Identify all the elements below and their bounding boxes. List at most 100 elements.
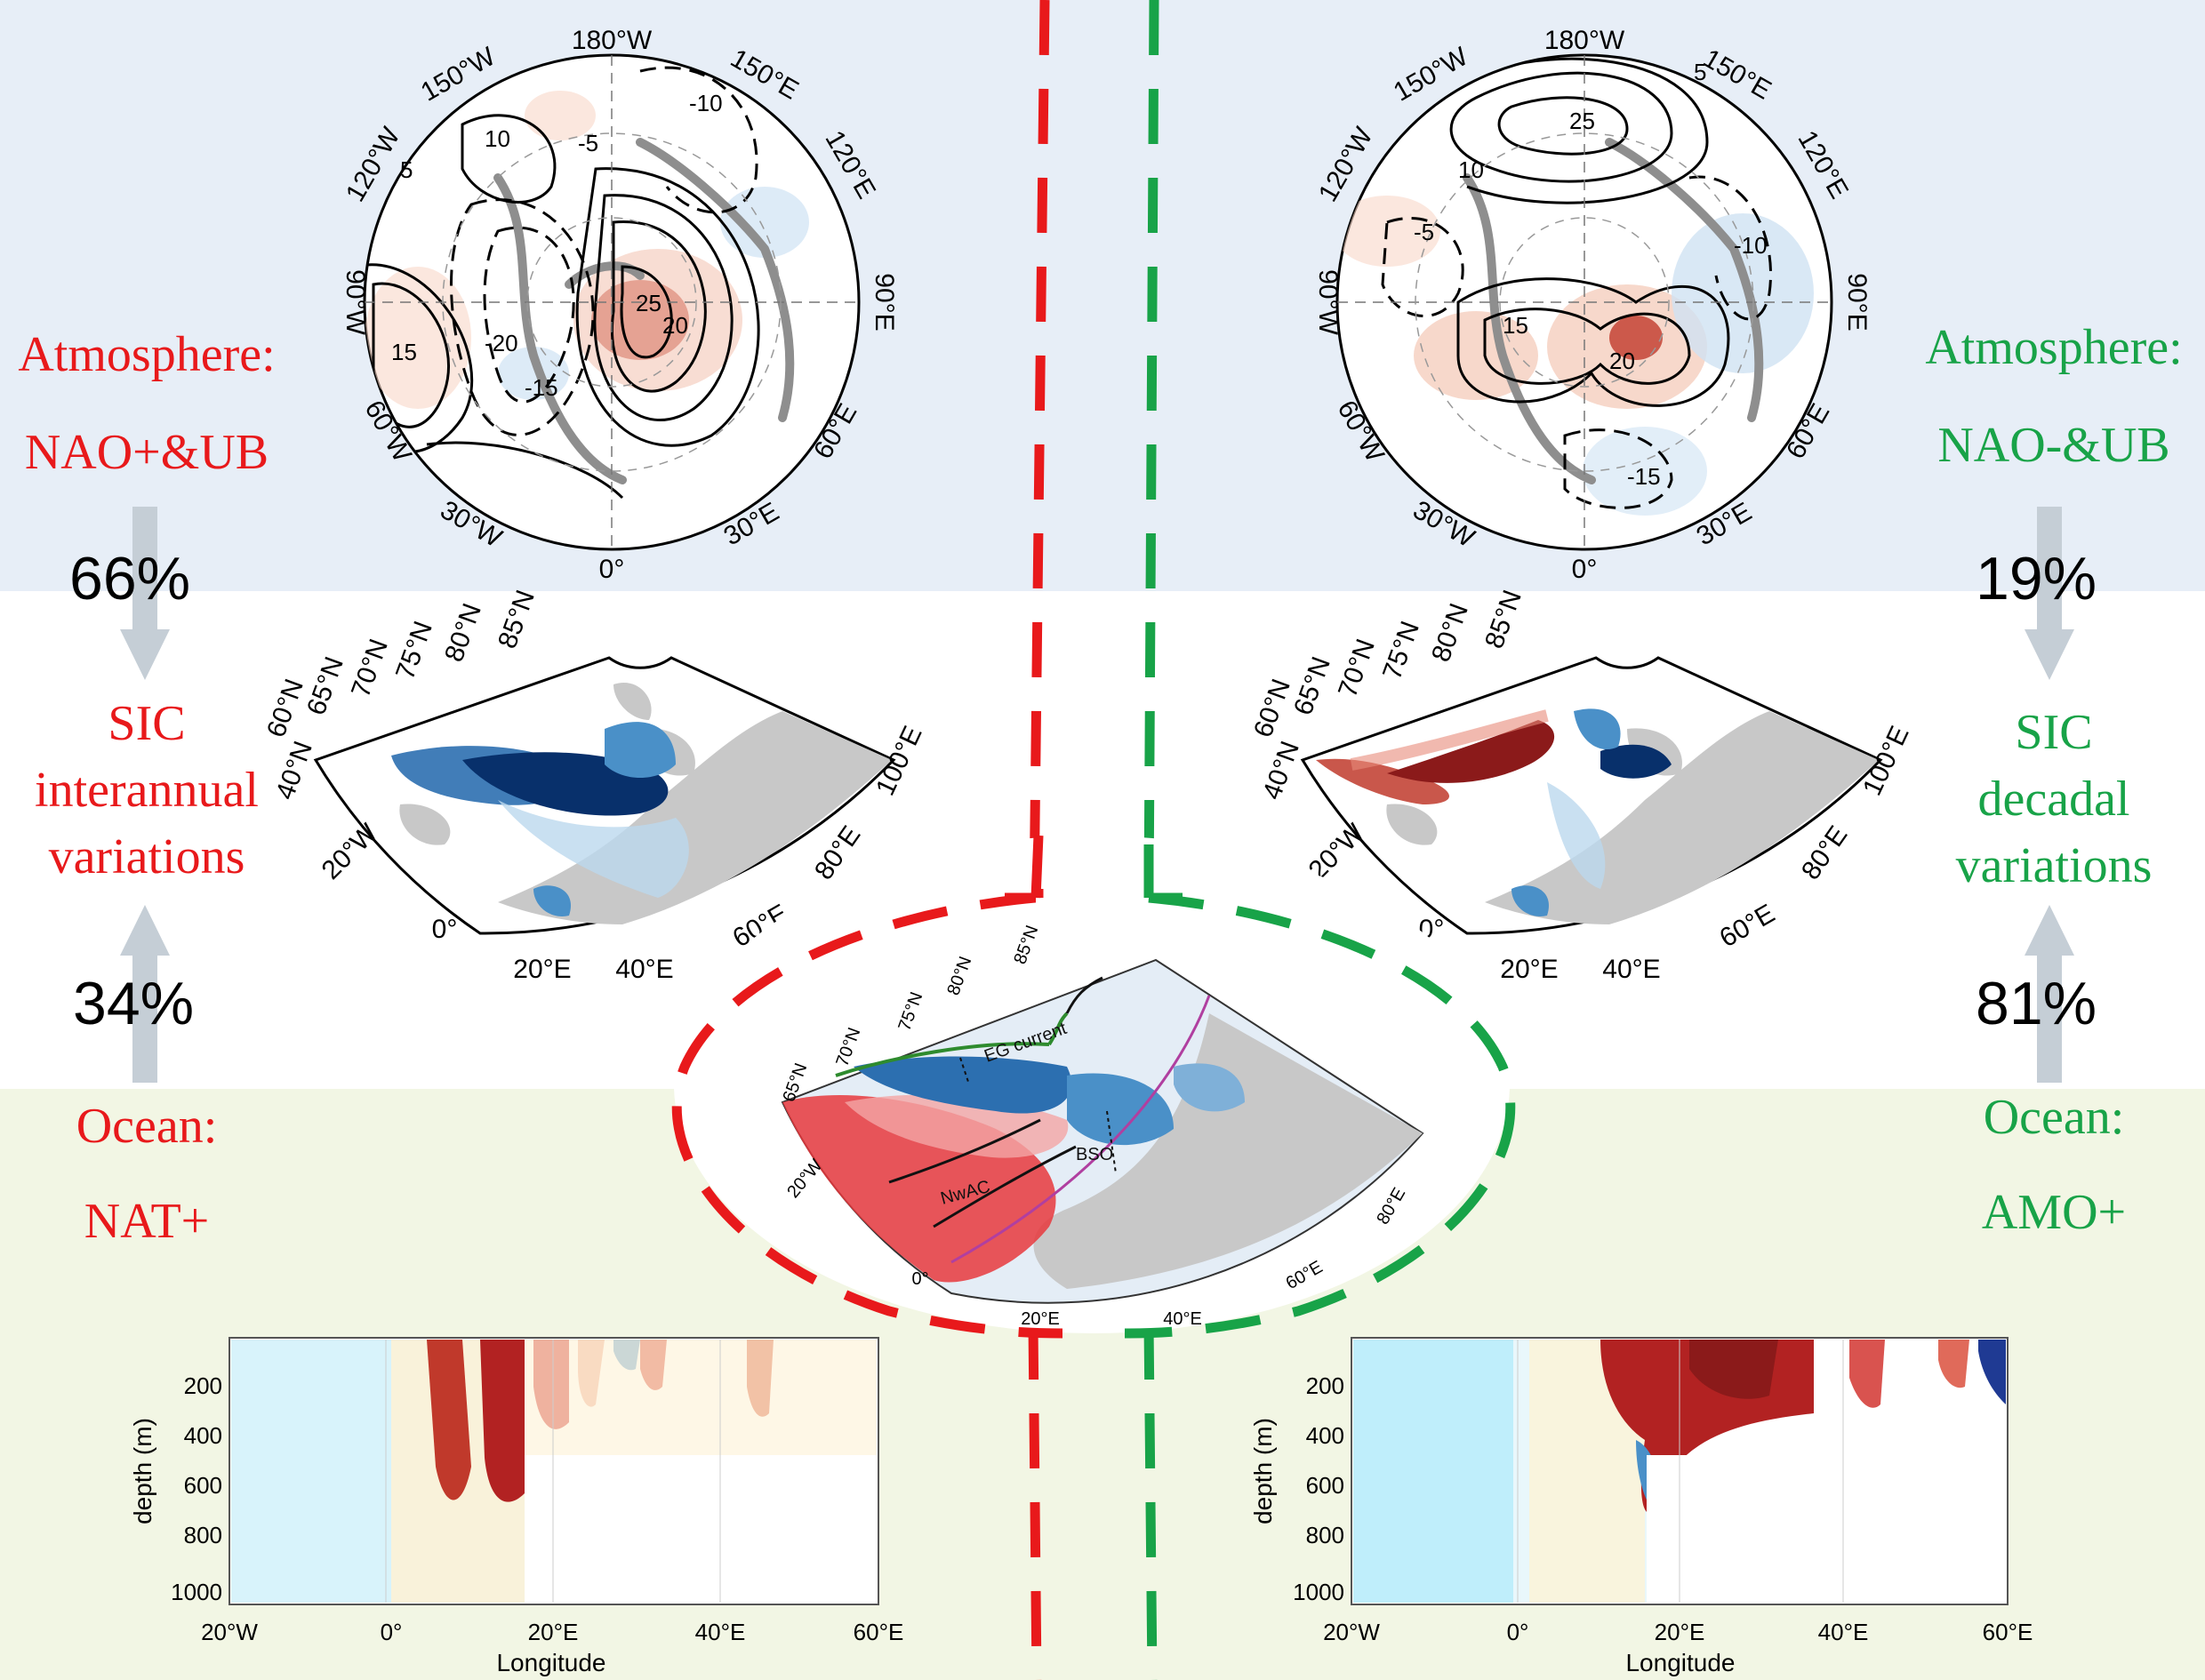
left-section-xtick: 20°E [528, 1619, 579, 1645]
right-sic-line-1: SIC [2015, 705, 2093, 760]
green-divider-lower [1143, 1324, 1158, 1680]
center-lon-label: 0° [911, 1269, 928, 1289]
polar-lon-label: 0° [599, 555, 625, 584]
left-section-ytick: 1000 [171, 1579, 222, 1605]
right-section-xtick: 40°E [1818, 1619, 1869, 1645]
left-contour-label: -15 [525, 374, 558, 401]
arrow-left-ocean-up [120, 905, 170, 1083]
sector-lat-label: 85°N [1479, 587, 1527, 652]
left-contour-label: -20 [485, 330, 518, 356]
right-ocean-mode: AMO+ [1981, 1185, 2127, 1240]
left-section-ytick: 200 [184, 1372, 222, 1399]
polar-lon-label: 0° [1572, 555, 1598, 584]
sector-lat-label: 70°N [1333, 636, 1381, 701]
right-atmosphere-mode: NAO-&UB [1937, 418, 2170, 473]
left-section-xlabel: Longitude [496, 1649, 605, 1676]
sector-lat-label: 40°N [1257, 738, 1305, 804]
arrow-right-atm-down [2025, 507, 2074, 680]
sector-lon-label: 0° [432, 915, 458, 944]
right-section-ylabel: depth (m) [1249, 1418, 1277, 1524]
right-section-ytick: 600 [1306, 1472, 1344, 1499]
left-sic-line-2: interannual [35, 763, 259, 818]
left-section-xtick: 0° [381, 1619, 403, 1645]
left-section-ytick: 600 [184, 1472, 222, 1499]
green-divider-upper [1143, 0, 1159, 899]
left-ocean-title: Ocean: [76, 1099, 218, 1154]
left-contour-label: -10 [689, 90, 723, 116]
left-contour-label: 15 [391, 339, 417, 365]
left-contour-label: -5 [578, 130, 598, 156]
left-section-xtick: 60°E [854, 1619, 904, 1645]
sector-lat-label: 70°N [346, 636, 394, 701]
polar-lon-label: 90°W [1313, 269, 1343, 335]
left-section-xtick: 20°W [201, 1619, 258, 1645]
sector-lon-label: 40°E [1602, 955, 1660, 984]
polar-lon-label: 90°W [341, 269, 370, 335]
right-contour-label: 10 [1458, 156, 1484, 183]
right-ocean-title: Ocean: [1983, 1090, 2125, 1145]
left-section-ytick: 800 [184, 1522, 222, 1548]
polar-lon-label: 180°W [1544, 26, 1625, 55]
right-section-plot: 200 400 600 800 1000 20°W 0° 20°E 40°E 6… [1249, 1337, 2033, 1676]
right-sic-line-3: variations [1955, 838, 2153, 893]
sector-lon-label: 60°E [1715, 899, 1780, 953]
right-section-ytick: 200 [1306, 1372, 1344, 1399]
right-sector-map: 40°N 60°N 65°N 70°N 75°N 80°N 85°N 20°W … [1248, 587, 1915, 984]
right-contour-label: -5 [1414, 219, 1434, 245]
right-sic-line-2: decadal [1977, 772, 2130, 827]
left-ocean-pct: 34% [73, 970, 195, 1037]
left-atmosphere-pct: 66% [69, 545, 191, 612]
right-ocean-pct: 81% [1976, 970, 2097, 1037]
left-ocean-mode: NAT+ [84, 1194, 210, 1249]
annotation-bso: BSO [1076, 1145, 1113, 1164]
right-section-xtick: 0° [1507, 1619, 1529, 1645]
sector-lat-label: 75°N [390, 618, 438, 684]
polar-lon-label: 180°W [572, 26, 653, 55]
right-section-ytick: 400 [1306, 1422, 1344, 1449]
sector-lon-label: 20°E [1500, 955, 1558, 984]
right-atmosphere-title: Atmosphere: [1925, 320, 2183, 375]
center-currents-map: EG current NwAC BSO 65°N 70°N 75°N 80°N … [671, 835, 1516, 1339]
left-sic-line-3: variations [48, 829, 245, 884]
sector-lat-label: 85°N [493, 587, 541, 652]
sector-lat-label: 80°N [439, 600, 487, 666]
sector-lat-label: 80°N [1426, 600, 1474, 666]
right-section-xtick: 20°E [1655, 1619, 1705, 1645]
center-lon-label: 40°E [1163, 1309, 1202, 1329]
right-contour-label: 25 [1569, 108, 1595, 134]
left-sic-line-1: SIC [108, 696, 186, 751]
left-atmosphere-mode: NAO+&UB [24, 425, 269, 480]
sector-lon-label: 20°E [513, 955, 571, 984]
right-contour-label: -10 [1734, 232, 1768, 259]
left-section-plot: 200 400 600 800 1000 20°W 0° 20°E 40°E 6… [129, 1337, 904, 1676]
center-lon-label: 20°E [1021, 1309, 1060, 1329]
right-contour-label: 20 [1609, 348, 1635, 374]
right-contour-label: 5 [1694, 59, 1706, 85]
arrow-left-atm-down [120, 507, 170, 680]
polar-lon-label: 90°E [870, 273, 899, 331]
sector-lon-label: 80°E [809, 820, 867, 884]
right-polar-map: 5 10 15 20 25 -5 -10 -15 180°W 150°E 120… [1313, 26, 1872, 584]
right-contour-label: 15 [1503, 312, 1528, 339]
polar-lon-label: 90°E [1842, 273, 1872, 331]
right-section-ytick: 1000 [1293, 1579, 1344, 1605]
left-section-ytick: 400 [184, 1422, 222, 1449]
right-section-xtick: 20°W [1323, 1619, 1380, 1645]
left-section-ylabel: depth (m) [129, 1418, 156, 1524]
red-divider-lower [1028, 1324, 1042, 1680]
right-section-xlabel: Longitude [1625, 1649, 1735, 1676]
left-contour-label: 5 [400, 156, 413, 183]
right-section-ytick: 800 [1306, 1522, 1344, 1548]
sector-lat-label: 75°N [1377, 618, 1425, 684]
right-contour-label: -15 [1627, 463, 1661, 490]
sector-lon-label: 40°E [615, 955, 673, 984]
left-contour-label: 25 [636, 290, 662, 316]
left-contour-label: 10 [485, 125, 510, 152]
red-divider-upper [1029, 0, 1050, 899]
left-polar-map: -10 -5 5 10 15 20 25 -20 -15 180°W 150°E… [341, 26, 899, 584]
left-atmosphere-title: Atmosphere: [18, 327, 276, 382]
sector-lon-label: 80°E [1796, 820, 1854, 884]
right-atmosphere-pct: 19% [1976, 545, 2097, 612]
right-section-xtick: 60°E [1983, 1619, 2033, 1645]
